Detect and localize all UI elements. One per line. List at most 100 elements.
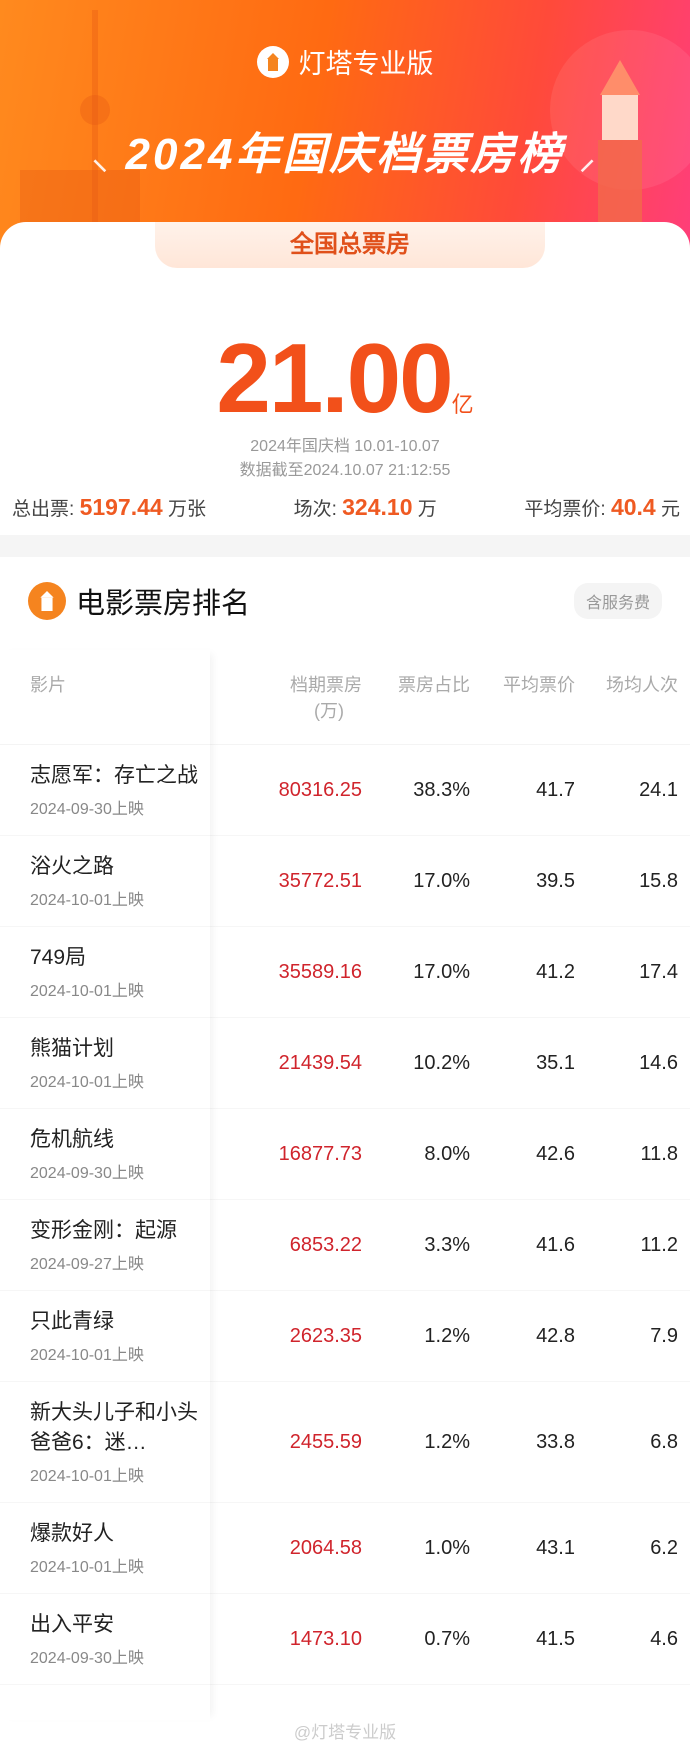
film-name[interactable]: 危机航线 <box>30 1128 114 1151</box>
avg-price: 35.1 <box>536 1051 575 1074</box>
laurel-left-icon: ⸜ <box>92 143 111 176</box>
col-avg-attendance[interactable]: 场均人次 <box>606 675 678 695</box>
box-office: 80316.25 <box>278 778 362 801</box>
service-fee-badge[interactable]: 含服务费 <box>573 583 662 619</box>
table-row[interactable]: 熊猫计划 2024-10-01上映 21439.54 10.2% 35.1 14.… <box>0 1018 690 1109</box>
film-name[interactable]: 新大头儿子和小头爸爸6：迷… <box>30 1401 198 1454</box>
share: 17.0% <box>413 869 470 892</box>
avg-price: 43.1 <box>536 1536 575 1559</box>
release-date: 2024-09-27上映 <box>30 1256 144 1273</box>
avg-attendance: 14.6 <box>639 1051 678 1074</box>
brand: 灯塔专业版 <box>0 42 690 81</box>
col-avg-price[interactable]: 平均票价 <box>503 675 575 695</box>
ranking-title: 电影票房排名 <box>76 588 251 620</box>
release-date: 2024-10-01上映 <box>30 983 144 1000</box>
avg-attendance: 24.1 <box>639 778 678 801</box>
box-office: 1473.10 <box>289 1627 362 1650</box>
table-row[interactable]: 浴火之路 2024-10-01上映 35772.51 17.0% 39.5 15.… <box>0 836 690 927</box>
table-row[interactable]: 749局 2024-10-01上映 35589.16 17.0% 41.2 17.… <box>0 927 690 1018</box>
avg-attendance: 15.8 <box>639 869 678 892</box>
film-name[interactable]: 志愿军：存亡之战 <box>30 764 198 787</box>
tab-national-box-office[interactable]: 全国总票房 <box>155 222 545 268</box>
period: 2024年国庆档 10.01-10.07 <box>250 438 440 455</box>
film-name[interactable]: 变形金刚：起源 <box>30 1219 177 1242</box>
col-share[interactable]: 票房占比 <box>398 675 470 695</box>
box-office: 2623.35 <box>289 1324 362 1347</box>
table-row[interactable]: 只此青绿 2024-10-01上映 2623.35 1.2% 42.8 7.9 <box>0 1291 690 1382</box>
table-row[interactable]: 志愿军：存亡之战 2024-09-30上映 80316.25 38.3% 41.7… <box>0 745 690 836</box>
laurel-right-icon: ⸝ <box>579 143 598 176</box>
brand-name: 灯塔专业版 <box>298 49 434 79</box>
table-row[interactable]: 新大头儿子和小头爸爸6：迷… 2024-10-01上映 2455.59 1.2% … <box>0 1382 690 1503</box>
avg-attendance: 17.4 <box>639 960 678 983</box>
avg-price: 39.5 <box>536 869 575 892</box>
page-title: ⸜ 2024年国庆档票房榜 ⸝ <box>0 118 690 182</box>
box-office: 21439.54 <box>278 1051 362 1074</box>
box-office: 35589.16 <box>278 960 362 983</box>
avg-price: 33.8 <box>536 1430 575 1453</box>
share: 3.3% <box>424 1233 470 1256</box>
avg-attendance: 11.8 <box>640 1142 678 1165</box>
col-film[interactable]: 影片 <box>30 675 66 695</box>
total-box-office: 21.00亿 <box>0 322 690 435</box>
share: 1.2% <box>424 1430 470 1453</box>
avg-attendance: 11.2 <box>640 1233 678 1256</box>
avg-attendance: 6.8 <box>650 1430 678 1453</box>
release-date: 2024-10-01上映 <box>30 1559 144 1576</box>
share: 1.2% <box>424 1324 470 1347</box>
table-header: 影片 档期票房 (万) 票房占比 平均票价 场均人次 <box>0 650 690 745</box>
share: 0.7% <box>424 1627 470 1650</box>
film-name[interactable]: 浴火之路 <box>30 855 114 878</box>
film-name[interactable]: 出入平安 <box>30 1613 114 1636</box>
total-value: 21.00 <box>216 323 453 433</box>
total-unit: 亿 <box>451 392 474 417</box>
share: 8.0% <box>424 1142 470 1165</box>
stats-row: 总出票: 5197.44 万张 场次: 324.10 万 平均票价: 40.4 … <box>12 494 680 521</box>
film-name[interactable]: 爆款好人 <box>30 1522 114 1545</box>
share: 38.3% <box>413 778 470 801</box>
release-date: 2024-10-01上映 <box>30 892 144 909</box>
stat-avg-price: 平均票价: 40.4 元 <box>524 494 680 520</box>
table-row[interactable]: 出入平安 2024-09-30上映 1473.10 0.7% 41.5 4.6 <box>0 1594 690 1685</box>
sticky-column-shadow <box>0 650 210 1720</box>
avg-price: 41.7 <box>536 778 575 801</box>
box-office: 2064.58 <box>289 1536 362 1559</box>
tower-decoration <box>92 10 98 250</box>
film-name[interactable]: 只此青绿 <box>30 1310 114 1333</box>
title-text: 2024年国庆档票房榜 <box>125 130 565 179</box>
avg-price: 42.8 <box>536 1324 575 1347</box>
avg-price: 41.6 <box>536 1233 575 1256</box>
ranking-table: 影片 档期票房 (万) 票房占比 平均票价 场均人次 志愿军：存亡之战 2024-0… <box>0 650 690 1685</box>
box-office: 2455.59 <box>289 1430 362 1453</box>
table-row[interactable]: 爆款好人 2024-10-01上映 2064.58 1.0% 43.1 6.2 <box>0 1503 690 1594</box>
box-office: 6853.22 <box>289 1233 362 1256</box>
film-name[interactable]: 熊猫计划 <box>30 1037 114 1060</box>
summary-card: 全国总票房 21.00亿 2024年国庆档 10.01-10.07 数据截至20… <box>0 222 690 1749</box>
tower-decoration <box>80 95 110 125</box>
col-box-office[interactable]: 档期票房 (万) <box>290 675 362 721</box>
avg-price: 41.2 <box>536 960 575 983</box>
stat-tickets: 总出票: 5197.44 万张 <box>12 494 206 520</box>
table-row[interactable]: 危机航线 2024-09-30上映 16877.73 8.0% 42.6 11.8 <box>0 1109 690 1200</box>
avg-price: 41.5 <box>536 1627 575 1650</box>
release-date: 2024-09-30上映 <box>30 1165 144 1182</box>
hero-banner: 灯塔专业版 ⸜ 2024年国庆档票房榜 ⸝ <box>0 0 690 260</box>
box-office: 16877.73 <box>278 1142 362 1165</box>
data-as-of: 数据截至2024.10.07 21:12:55 <box>239 462 451 479</box>
watermark: @灯塔专业版 <box>293 1723 397 1742</box>
avg-attendance: 4.6 <box>650 1627 678 1650</box>
release-date: 2024-10-01上映 <box>30 1074 144 1091</box>
lighthouse-logo-icon <box>256 45 289 78</box>
table-row[interactable]: 变形金刚：起源 2024-09-27上映 6853.22 3.3% 41.6 11… <box>0 1200 690 1291</box>
avg-attendance: 7.9 <box>650 1324 678 1347</box>
stat-shows: 场次: 324.10 万 <box>293 494 437 520</box>
release-date: 2024-09-30上映 <box>30 1650 144 1667</box>
share: 10.2% <box>413 1051 470 1074</box>
share: 1.0% <box>424 1536 470 1559</box>
section-divider <box>0 535 690 557</box>
share: 17.0% <box>413 960 470 983</box>
avg-price: 42.6 <box>536 1142 575 1165</box>
film-name[interactable]: 749局 <box>30 946 87 969</box>
release-date: 2024-10-01上映 <box>30 1347 144 1364</box>
box-office: 35772.51 <box>278 869 362 892</box>
